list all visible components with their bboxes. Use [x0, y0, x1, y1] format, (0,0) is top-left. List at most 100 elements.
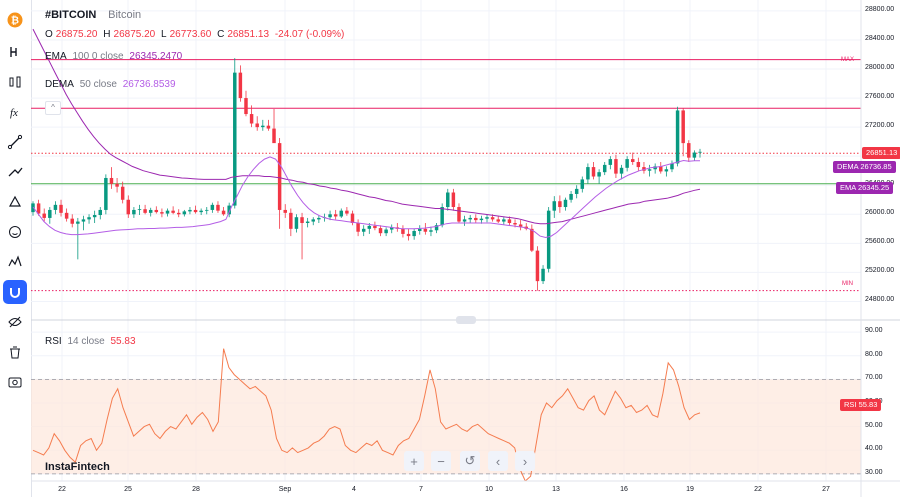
candle-body — [104, 177, 108, 210]
line-tool-icon[interactable] — [3, 130, 27, 154]
candle-body — [289, 212, 293, 229]
rsi-tick-label: 90.00 — [865, 327, 883, 335]
last-price-tag: 26851.13 — [862, 147, 900, 159]
candle-body — [199, 210, 203, 213]
candle-body — [580, 179, 585, 189]
candle-body — [474, 217, 478, 221]
candle-body — [305, 221, 310, 224]
candle-body — [109, 177, 114, 184]
x-tick-label: Sep — [278, 486, 292, 493]
candle-body — [210, 204, 215, 210]
ohlc-l-label: L — [161, 29, 167, 40]
zoom-out-button[interactable]: − — [431, 451, 451, 471]
zoom-in-button[interactable]: + — [404, 451, 424, 471]
candle-body — [653, 166, 657, 170]
candle-body — [597, 172, 601, 177]
candle-body — [659, 166, 663, 172]
trash-icon[interactable] — [3, 340, 27, 364]
x-tick-label: 13 — [552, 486, 560, 493]
candle-body — [188, 209, 192, 212]
candle-body — [205, 209, 209, 211]
bitcoin-logo-icon[interactable]: ₿ — [3, 8, 27, 32]
magnet-icon[interactable] — [3, 280, 27, 304]
candle-body — [317, 217, 321, 220]
dema-name: DEMA — [45, 79, 74, 90]
shapes-icon[interactable] — [3, 190, 27, 214]
candle-body — [418, 228, 422, 232]
candle-body — [64, 212, 69, 219]
candle-body — [238, 72, 243, 99]
ohlc-c-label: C — [217, 29, 225, 40]
candle-body — [176, 212, 181, 215]
candle-body — [558, 201, 562, 208]
brand-logo: InstaFintech — [45, 461, 110, 473]
candle-body — [563, 199, 568, 208]
candle-body — [423, 228, 428, 232]
y-tick-label: 26000.00 — [865, 209, 895, 217]
ohlc-o-label: O — [45, 29, 53, 40]
rsi-tag-value: 55.83 — [858, 400, 878, 409]
candle-body — [429, 230, 433, 232]
screenshot-icon[interactable] — [3, 370, 27, 394]
timeframe-icon[interactable] — [3, 40, 27, 64]
candle-body — [76, 221, 80, 224]
max-label: MAX — [841, 57, 855, 63]
horizontal-levels — [31, 59, 861, 292]
ohlc-legend: O 26875.20 H 26875.20 L 26773.60 C 26851.13 … — [45, 29, 347, 40]
candle-body — [283, 209, 287, 213]
candle-body — [552, 201, 557, 211]
candle-body — [698, 151, 702, 153]
candle-body — [249, 114, 254, 124]
candle-body — [535, 250, 540, 282]
candle-body — [233, 72, 237, 206]
candle-body — [451, 192, 456, 208]
candles-icon[interactable] — [3, 70, 27, 94]
candle-body — [406, 233, 411, 237]
ema-legend[interactable]: EMA 100 0 close 26345.2470 — [45, 51, 185, 62]
dema-legend[interactable]: DEMA 50 close 26736.8539 — [45, 79, 179, 90]
pane-resize-handle[interactable] — [456, 316, 476, 324]
candle-body — [42, 213, 46, 218]
dema-value: 26736.8539 — [122, 79, 176, 90]
candle-body — [92, 215, 97, 218]
candle-body — [378, 228, 383, 234]
x-tick-label: 27 — [822, 486, 830, 493]
symbol-name: Bitcoin — [108, 9, 142, 21]
rsi-price-tag: RSI 55.83 — [840, 399, 882, 411]
candle-body — [227, 205, 231, 215]
collapse-legend-button[interactable]: ^ — [45, 101, 61, 115]
ohlc-high: 26875.20 — [113, 29, 156, 40]
dema-tag-value: 26736.85 — [860, 162, 892, 171]
candle-body — [591, 167, 596, 177]
x-tick-label: 10 — [485, 486, 493, 493]
candle-body — [148, 209, 153, 213]
trend-icon[interactable] — [3, 160, 27, 184]
x-tick-label: 19 — [686, 486, 694, 493]
scroll-left-button[interactable]: ‹ — [488, 451, 508, 471]
candle-body — [530, 228, 534, 251]
rsi-legend[interactable]: RSI 14 close 55.83 — [45, 336, 139, 347]
candle-body — [294, 217, 299, 229]
candle-body — [440, 207, 444, 226]
rsi-tick-label: 40.00 — [865, 445, 883, 453]
candle-body — [507, 219, 512, 224]
candle-body — [462, 219, 467, 222]
candle-body — [574, 188, 579, 194]
reset-chart-button[interactable]: ↺ — [460, 451, 480, 471]
candle-body — [513, 223, 517, 225]
y-tick-label: 28800.00 — [865, 5, 895, 13]
candle-body — [339, 210, 344, 217]
candle-body — [619, 167, 624, 174]
emoji-icon[interactable] — [3, 220, 27, 244]
patterns-icon[interactable] — [3, 250, 27, 274]
candle-body — [541, 268, 545, 282]
indicators-icon[interactable]: fx — [3, 100, 27, 124]
candle-body — [143, 209, 147, 213]
scroll-right-button[interactable]: › — [515, 451, 535, 471]
ema-value: 26345.2470 — [129, 51, 183, 62]
candle-body — [165, 210, 170, 214]
candle-body — [608, 159, 613, 165]
hide-icon[interactable] — [3, 310, 27, 334]
y-tick-label: 25600.00 — [865, 238, 895, 246]
